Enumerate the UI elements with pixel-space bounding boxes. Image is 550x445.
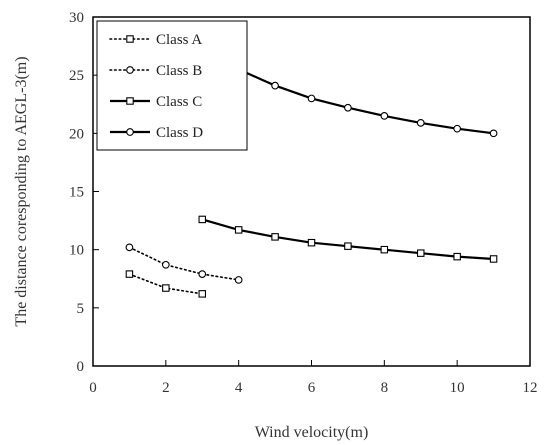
legend-entry: Class A xyxy=(109,32,202,48)
legend-marker xyxy=(126,97,134,105)
series-line xyxy=(128,246,240,281)
data-point xyxy=(198,270,207,278)
data-point xyxy=(453,252,461,261)
y-tick-label: 20 xyxy=(69,126,84,142)
legend-box xyxy=(96,20,248,151)
series-class-a xyxy=(125,270,207,298)
legend-marker xyxy=(126,128,134,136)
data-point xyxy=(489,129,498,138)
x-tick-label: 8 xyxy=(381,380,389,396)
x-tick-label: 12 xyxy=(523,380,538,396)
data-point xyxy=(380,112,389,120)
data-point xyxy=(125,243,134,252)
legend-label: Class A xyxy=(156,32,202,48)
data-point xyxy=(416,249,425,257)
y-tick-label: 5 xyxy=(77,301,85,317)
legend-marker xyxy=(126,66,134,74)
series-class-c xyxy=(198,215,498,263)
y-axis-label: The distance coresponding to AEGL-3(m) xyxy=(13,56,30,326)
data-point xyxy=(198,290,207,298)
series-class-b xyxy=(125,243,243,284)
data-point xyxy=(489,255,498,263)
data-point xyxy=(162,284,170,292)
legend: Class A Class B Class C Class D xyxy=(96,20,248,151)
data-point xyxy=(416,119,425,127)
legend-entry: Class D xyxy=(110,125,203,141)
x-tick-label: 4 xyxy=(235,380,243,396)
data-point xyxy=(161,260,170,269)
legend-label: Class C xyxy=(156,94,202,110)
data-point xyxy=(271,81,279,90)
data-point xyxy=(344,103,352,112)
legend-label: Class D xyxy=(156,125,203,141)
legend-entry: Class B xyxy=(109,63,202,79)
y-tick-label: 10 xyxy=(69,243,84,259)
data-point xyxy=(307,94,316,103)
x-tick-label: 2 xyxy=(162,380,170,396)
axis-ticks: 0 2 4 6 8 10 12 0 5 10 15 20 25 30 xyxy=(69,10,538,396)
legend-entry: Class C xyxy=(110,94,202,110)
data-point xyxy=(344,242,352,250)
data-point xyxy=(271,233,279,241)
data-point xyxy=(307,238,316,247)
data-point xyxy=(453,124,462,133)
series-line xyxy=(238,68,494,135)
legend-marker xyxy=(126,35,134,43)
data-point xyxy=(234,226,243,234)
x-tick-label: 10 xyxy=(450,380,465,396)
data-point xyxy=(380,245,389,254)
data-point xyxy=(198,215,207,224)
series-group xyxy=(125,65,498,298)
data-point xyxy=(234,276,243,284)
y-tick-label: 15 xyxy=(69,185,84,201)
series-line xyxy=(201,218,494,261)
series-class-d xyxy=(234,65,498,138)
y-tick-label: 25 xyxy=(69,68,84,84)
data-point xyxy=(125,270,134,278)
legend-label: Class B xyxy=(156,63,202,79)
x-tick-label: 0 xyxy=(89,380,97,396)
x-tick-label: 6 xyxy=(308,380,316,396)
y-tick-label: 30 xyxy=(69,10,84,26)
y-tick-label: 0 xyxy=(77,359,85,375)
x-axis-label: Wind velocity(m) xyxy=(255,424,369,441)
